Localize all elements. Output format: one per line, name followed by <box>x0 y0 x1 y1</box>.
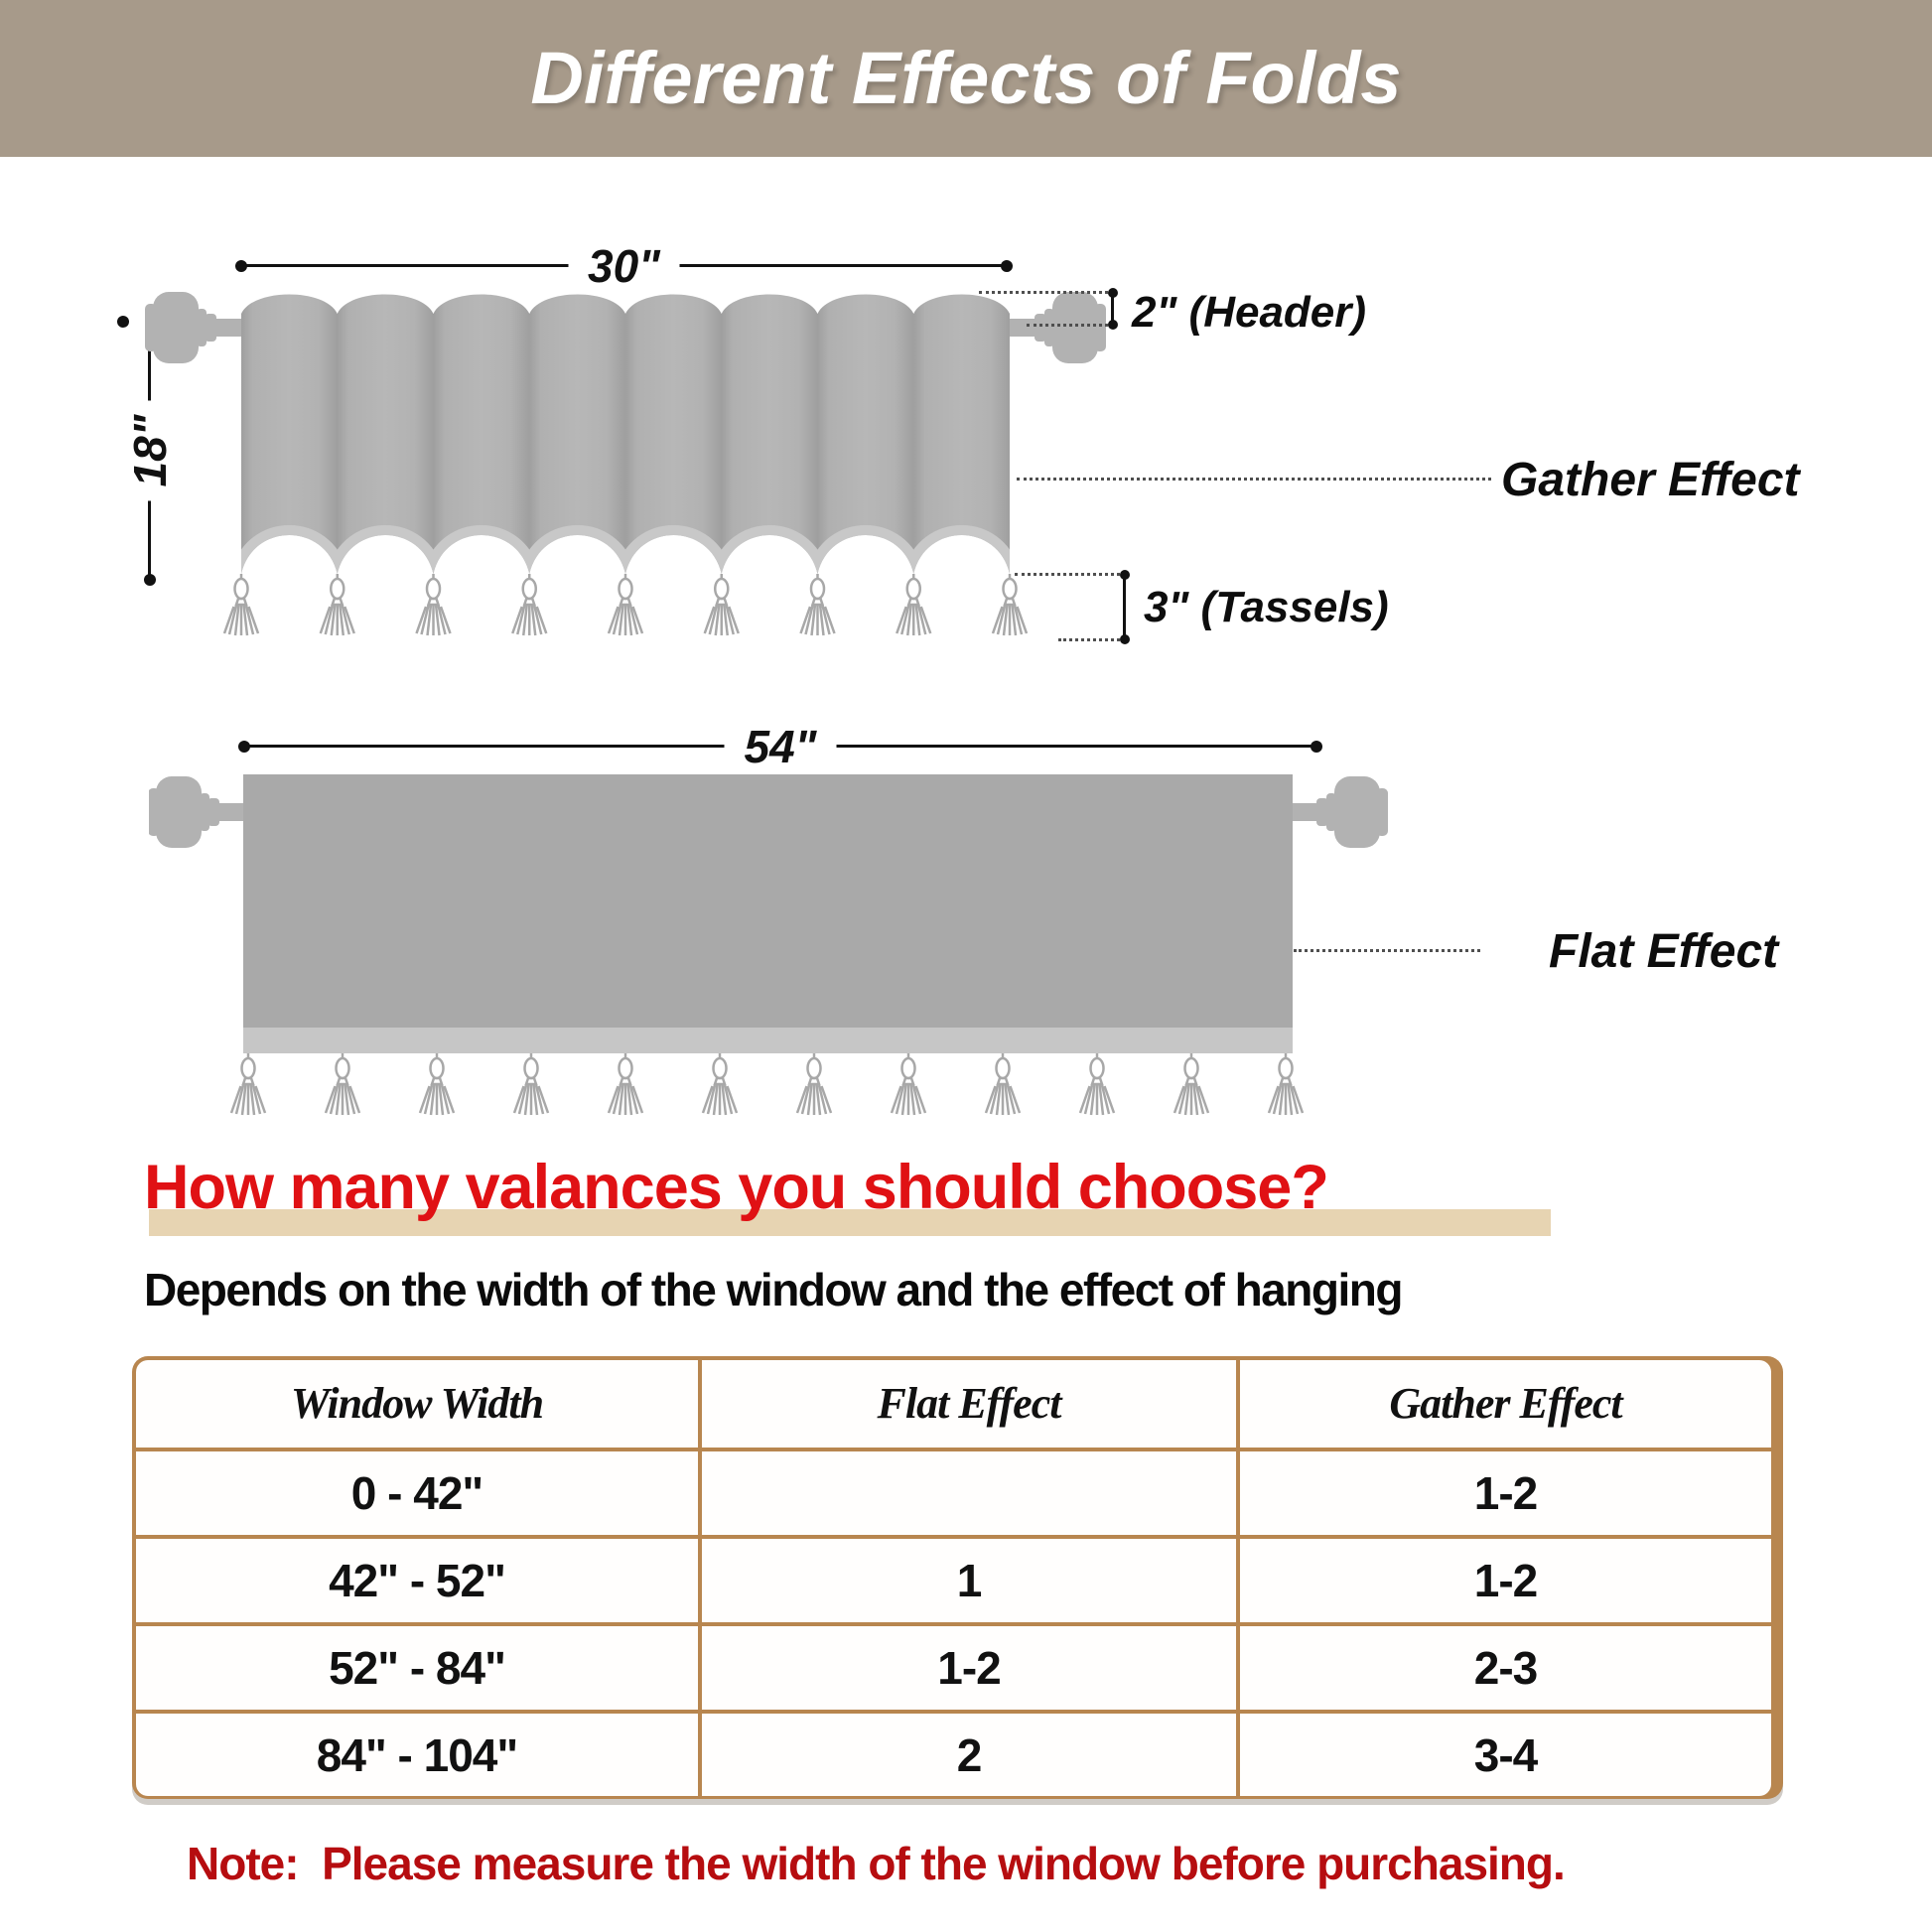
tassel-icon <box>222 572 260 637</box>
tassel-icon <box>799 572 836 637</box>
tassel-icon <box>1078 1051 1116 1117</box>
table-cell: 0 - 42" <box>136 1451 698 1535</box>
tassel-icon <box>1173 1051 1210 1117</box>
curtain-rod-finial-left-icon <box>149 776 249 848</box>
measure-endpoint-icon <box>235 260 247 272</box>
section-subheading: Depends on the width of the window and t… <box>144 1264 1403 1315</box>
header-size-bracket <box>1111 291 1114 327</box>
dimension-label: 30" <box>568 243 680 289</box>
tassel-icon <box>512 1051 550 1117</box>
tassel-size-leader-bottom <box>1058 638 1126 641</box>
tassel-icon <box>319 572 355 637</box>
title-banner: Different Effects of Folds <box>0 0 1932 157</box>
table-cell: 2 <box>702 1714 1236 1796</box>
tassel-icon <box>984 1051 1022 1117</box>
tassel-icon <box>607 572 644 637</box>
height-dimension-18: 18" <box>117 316 177 586</box>
table-cell: 84" - 104" <box>136 1714 698 1796</box>
table-cell: 1-2 <box>702 1626 1236 1710</box>
tassel-icon <box>1267 1051 1305 1117</box>
section-heading: How many valances you should choose? <box>144 1153 1329 1222</box>
width-dimension-30: 30" <box>235 240 1013 292</box>
measure-endpoint-icon <box>144 574 156 586</box>
col-header-window-width: Window Width <box>136 1360 698 1448</box>
tassel-size-bracket <box>1123 573 1126 641</box>
curtain-rod-finial-right-icon <box>1005 292 1106 363</box>
gathered-valance-graphic <box>145 292 1106 637</box>
table-cell: 42" - 52" <box>136 1539 698 1622</box>
header-size-label: 2" (Header) <box>1132 288 1367 337</box>
tassel-size-label: 3" (Tassels) <box>1144 583 1389 631</box>
flat-effect-label: Flat Effect <box>1549 925 1779 978</box>
tassel-icon <box>795 1051 833 1117</box>
table-cell: 1-2 <box>1240 1539 1771 1622</box>
tassel-row <box>229 1051 1305 1117</box>
tassel-icon <box>896 572 932 637</box>
gathered-valance-shape <box>241 294 1010 574</box>
tassel-icon <box>229 1051 267 1117</box>
table-cell <box>702 1451 1236 1535</box>
tassel-icon <box>418 1051 456 1117</box>
table-cell: 2-3 <box>1240 1626 1771 1710</box>
tassel-icon <box>991 572 1029 637</box>
table-cell: 3-4 <box>1240 1714 1771 1796</box>
flat-valance-graphic <box>149 774 1388 1117</box>
tassel-icon <box>701 1051 739 1117</box>
tassel-icon <box>607 1051 644 1117</box>
dimension-label: 54" <box>724 724 837 769</box>
col-header-flat-effect: Flat Effect <box>702 1360 1236 1448</box>
tassel-icon <box>324 1051 361 1117</box>
header-size-leader-top <box>979 291 1114 294</box>
measure-endpoint-icon <box>1001 260 1013 272</box>
table-cell: 1-2 <box>1240 1451 1771 1535</box>
tassel-row <box>222 572 1029 637</box>
table-cell: 52" - 84" <box>136 1626 698 1710</box>
heading-highlight-bar <box>149 1209 1551 1236</box>
gather-effect-label: Gather Effect <box>1501 454 1800 506</box>
width-dimension-54: 54" <box>238 721 1322 772</box>
purchase-note: Note: Please measure the width of the wi… <box>187 1838 1566 1889</box>
valance-count-table: Window Width Flat Effect Gather Effect 0… <box>132 1356 1783 1799</box>
flat-effect-leader <box>1294 949 1480 952</box>
tassel-icon <box>890 1051 927 1117</box>
flat-valance-hem <box>243 1028 1293 1053</box>
gather-effect-leader <box>1017 478 1491 481</box>
header-size-leader-bottom <box>1027 324 1114 327</box>
curtain-rod-finial-right-icon <box>1287 776 1388 848</box>
tassel-icon <box>703 572 740 637</box>
tassel-icon <box>415 572 452 637</box>
measure-endpoint-icon <box>238 741 250 753</box>
tassel-icon <box>511 572 548 637</box>
tassel-size-leader-top <box>1015 573 1126 576</box>
col-header-gather-effect: Gather Effect <box>1240 1360 1771 1448</box>
page-title: Different Effects of Folds <box>530 37 1402 119</box>
table-cell: 1 <box>702 1539 1236 1622</box>
curtain-rod-finial-left-icon <box>145 292 246 363</box>
measure-endpoint-icon <box>1311 741 1322 753</box>
measure-endpoint-icon <box>117 316 129 328</box>
flat-valance-shape <box>243 774 1293 1028</box>
